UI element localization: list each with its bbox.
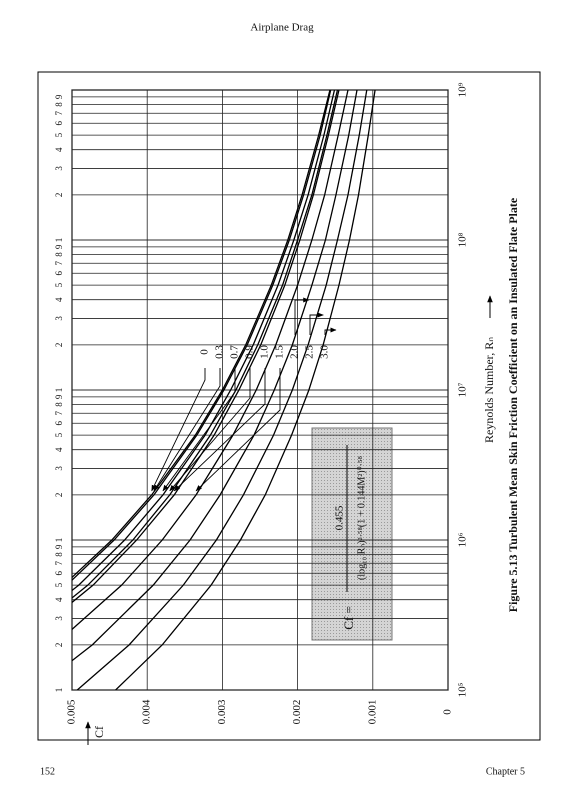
leader-line: [153, 368, 221, 492]
x-tick-label: 8: [54, 402, 64, 407]
y-tick-label: 0.003: [216, 699, 228, 724]
x-tick-label: 4: [54, 147, 64, 152]
curve: [115, 90, 376, 690]
chapter-label: Chapter 5: [486, 766, 525, 777]
figure-caption: Figure 5.13 Turbulent Mean Skin Friction…: [506, 197, 520, 612]
y-tick-label: 0.005: [66, 699, 78, 724]
x-tick-label: 4: [54, 297, 64, 302]
leader-line: [294, 297, 310, 335]
running-header: Airplane Drag: [250, 22, 314, 34]
x-tick-label: 2: [54, 643, 64, 648]
x-tick-label: 5: [54, 132, 64, 137]
x-tick-label: 9: [54, 394, 64, 399]
x-major-tick-label: 10⁵: [457, 682, 469, 697]
formula-denominator: (log₁₀ Rₙ)²·⁵⁸(1 + 0.144M²)⁰·⁵⁸: [356, 456, 367, 580]
x-tick-label: 1: [54, 238, 64, 243]
y-tick-label: 0: [442, 709, 454, 715]
curve-label: 2.0: [289, 345, 301, 359]
x-major-tick-label: 10⁷: [457, 382, 469, 397]
leader-line: [324, 327, 337, 335]
x-tick-label: 5: [54, 582, 64, 587]
curves: [72, 90, 376, 690]
curve-label: 0.3: [214, 345, 226, 359]
x-tick-label: 5: [54, 432, 64, 437]
x-tick-label: 3: [54, 316, 64, 321]
x-tick-label: 1: [54, 538, 64, 543]
x-tick-label: 1: [54, 388, 64, 393]
y-tick-label: 0.002: [291, 700, 303, 725]
x-tick-label: 6: [54, 421, 64, 426]
curve: [72, 90, 336, 592]
page-number: 152: [40, 766, 55, 777]
curve-label: 0.9: [244, 345, 256, 359]
curve-label: 2.5: [304, 345, 316, 359]
x-tick-label: 9: [54, 244, 64, 249]
curve: [76, 90, 368, 690]
x-tick-label: 4: [54, 597, 64, 602]
curve-label: 0: [199, 349, 211, 355]
leader-line: [173, 368, 266, 492]
x-tick-label: 6: [54, 571, 64, 576]
curve-label: 3.0: [319, 345, 331, 359]
x-tick-label: 3: [54, 616, 64, 621]
x-tick-label: 7: [54, 410, 64, 415]
x-tick-label: 3: [54, 166, 64, 171]
leader-line: [309, 312, 324, 335]
x-tick-label: 2: [54, 493, 64, 498]
y-tick-label: 0.001: [366, 700, 378, 725]
x-tick-label: 2: [54, 343, 64, 348]
x-tick-label: 5: [54, 282, 64, 287]
x-tick-label: 7: [54, 560, 64, 565]
x-tick-label: 6: [54, 271, 64, 276]
x-tick-label: 4: [54, 447, 64, 452]
y-axis-label: Cf: [92, 726, 106, 738]
formula-box: [311, 427, 393, 641]
curve: [72, 90, 331, 579]
x-axis-label: Reynolds Number, Rₙ: [482, 337, 496, 443]
leader-line: [151, 368, 206, 492]
curve-label: 1.0: [259, 345, 271, 359]
curve: [72, 90, 340, 604]
y-tick-label: 0.004: [141, 699, 153, 724]
x-tick-label: 8: [54, 102, 64, 107]
figure-frame: [37, 71, 541, 741]
x-tick-label: 9: [54, 544, 64, 549]
formula-numerator: 0.455: [334, 505, 346, 530]
curve: [72, 90, 339, 599]
leader-line: [169, 368, 251, 492]
x-major-tick-label: 10⁶: [457, 532, 469, 547]
curve: [72, 90, 332, 582]
curve: [72, 90, 349, 631]
leader-line: [195, 368, 281, 492]
x-tick-label: 6: [54, 121, 64, 126]
curve-label: 1.5: [274, 345, 286, 359]
x-major-tick-label: 10⁸: [457, 232, 469, 247]
curve-label: 0.7: [229, 345, 241, 359]
x-tick-label: 7: [54, 110, 64, 115]
x-tick-label: 9: [54, 94, 64, 99]
x-tick-label: 7: [54, 260, 64, 265]
x-tick-label: 2: [54, 193, 64, 198]
x-tick-label: 8: [54, 252, 64, 257]
x-tick-label: 8: [54, 552, 64, 557]
curve: [72, 90, 358, 662]
x-major-tick-label: 10⁹: [457, 82, 469, 97]
leader-line: [162, 368, 236, 492]
x-tick-label: 1: [54, 688, 64, 693]
formula-lhs: Cf =: [341, 606, 356, 630]
x-tick-label: 3: [54, 466, 64, 471]
